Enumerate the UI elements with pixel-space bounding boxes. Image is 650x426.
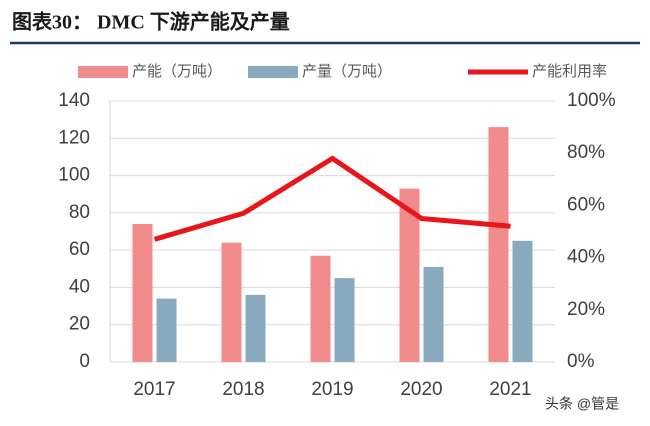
y2-tick-label: 20%: [567, 299, 605, 320]
y2-tick-label: 80%: [567, 142, 605, 163]
y-tick-label: 40: [69, 276, 90, 297]
legend-swatch: [78, 66, 128, 78]
legend-label: 产能（万吨）: [132, 63, 222, 80]
bar: [423, 266, 444, 362]
bar: [245, 294, 266, 362]
legend-label: 产量（万吨）: [302, 63, 392, 80]
bar: [334, 278, 355, 362]
y-tick-label: 120: [58, 127, 90, 148]
y-tick-label: 140: [58, 90, 90, 111]
x-tick-label: 2020: [400, 379, 442, 400]
x-tick-label: 2018: [222, 379, 264, 400]
line: [153, 155, 511, 242]
legend-label: 产能利用率: [532, 63, 607, 80]
legend-swatch: [248, 66, 298, 78]
y2-tick-label: 40%: [567, 247, 605, 268]
y-tick-label: 80: [69, 202, 90, 223]
y-tick-label: 60: [69, 239, 90, 260]
bar: [132, 224, 153, 362]
x-tick-label: 2017: [133, 379, 175, 400]
bar: [310, 255, 331, 362]
y2-tick-label: 0%: [567, 351, 595, 372]
bar: [221, 242, 242, 362]
watermark: 头条 @管是: [545, 396, 619, 412]
y2-tick-label: 60%: [567, 194, 605, 215]
bar: [399, 188, 420, 362]
y-tick-label: 0: [79, 351, 90, 372]
bar: [156, 298, 177, 362]
y-tick-label: 20: [69, 314, 90, 335]
x-tick-label: 2021: [489, 379, 531, 400]
y2-tick-label: 100%: [567, 90, 616, 111]
y-tick-label: 100: [58, 165, 90, 186]
x-tick-label: 2019: [311, 379, 353, 400]
bar: [512, 240, 533, 362]
bar: [488, 127, 509, 362]
chart-title: 图表30： DMC 下游产能及产量: [12, 10, 290, 34]
